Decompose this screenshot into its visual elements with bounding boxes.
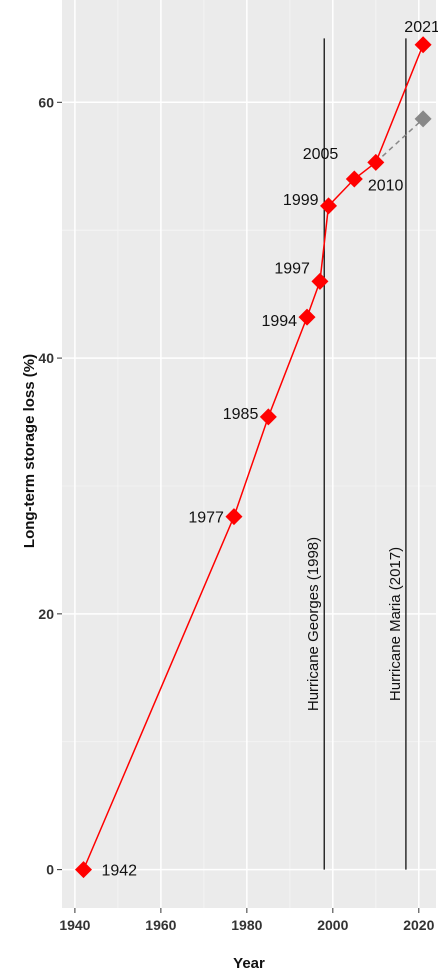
- series-line-1: [375, 118, 424, 163]
- y-tick-label: 60: [38, 94, 54, 110]
- axes: 1940 1960 1980 2000 2020 0 20 40 60: [38, 94, 434, 933]
- data-point-label: 1985: [223, 406, 259, 423]
- data-point: [367, 153, 385, 171]
- data-point: [414, 110, 432, 128]
- annotation-label: Hurricane Maria (2017): [387, 547, 404, 701]
- data-point: [345, 170, 363, 188]
- data-point: [414, 36, 432, 54]
- data-point: [259, 408, 277, 426]
- grid: [62, 0, 436, 908]
- data-point-label: 1942: [101, 863, 137, 880]
- data-point: [225, 508, 243, 526]
- y-tick-label: 20: [38, 606, 54, 622]
- y-axis-title: Long-term storage loss (%): [21, 354, 38, 548]
- data-point: [74, 861, 92, 879]
- series: 1942 1977 1985 1994 1997 1999 2005 2010 2021: [74, 19, 438, 880]
- x-tick-label: 1940: [59, 917, 90, 933]
- data-point-label: 2005: [303, 146, 339, 163]
- x-tick-label: 2000: [317, 917, 348, 933]
- data-point-label: 1994: [261, 313, 297, 330]
- data-point: [298, 308, 316, 326]
- data-point-label: 1997: [274, 260, 310, 277]
- plot-panel: [62, 0, 436, 908]
- x-tick-label: 1960: [145, 917, 176, 933]
- data-point-label: 1977: [188, 510, 224, 527]
- annotation-label: Hurricane Georges (1998): [305, 537, 322, 711]
- annotations: Hurricane Georges (1998) Hurricane Maria …: [305, 38, 407, 870]
- x-tick-label: 2020: [403, 917, 434, 933]
- y-tick-label: 0: [46, 862, 54, 878]
- data-point-label: 2021: [404, 19, 438, 36]
- x-axis-title: Year: [233, 955, 265, 972]
- data-point: [311, 272, 329, 290]
- x-tick-label: 1980: [231, 917, 262, 933]
- y-tick-label: 40: [38, 350, 54, 366]
- data-point-label: 1999: [283, 192, 319, 209]
- data-point-label: 2010: [368, 177, 404, 194]
- data-point: [320, 197, 338, 215]
